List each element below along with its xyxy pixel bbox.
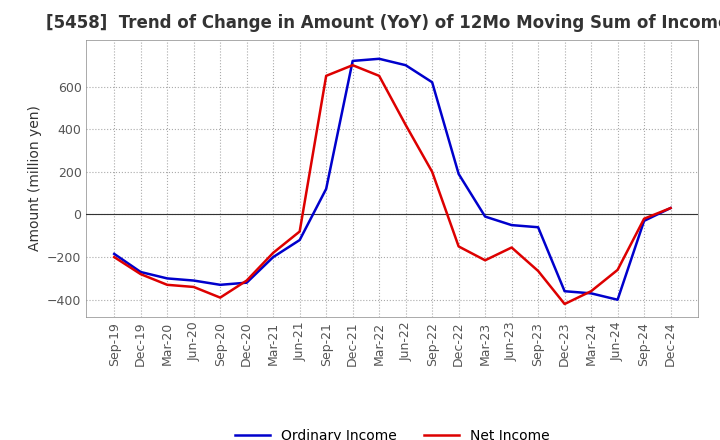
Ordinary Income bbox=[375, 56, 384, 62]
Net Income bbox=[189, 284, 198, 290]
Ordinary Income bbox=[640, 218, 649, 224]
Net Income bbox=[401, 122, 410, 128]
Y-axis label: Amount (million yen): Amount (million yen) bbox=[27, 105, 42, 251]
Net Income bbox=[428, 169, 436, 174]
Ordinary Income bbox=[295, 238, 304, 243]
Net Income bbox=[560, 301, 569, 307]
Net Income bbox=[136, 271, 145, 277]
Ordinary Income bbox=[163, 276, 171, 281]
Ordinary Income bbox=[428, 80, 436, 85]
Line: Ordinary Income: Ordinary Income bbox=[114, 59, 670, 300]
Net Income bbox=[243, 278, 251, 283]
Ordinary Income bbox=[508, 223, 516, 228]
Net Income bbox=[534, 268, 542, 274]
Ordinary Income bbox=[136, 269, 145, 275]
Line: Net Income: Net Income bbox=[114, 65, 670, 304]
Ordinary Income bbox=[348, 58, 357, 63]
Net Income bbox=[666, 205, 675, 211]
Legend: Ordinary Income, Net Income: Ordinary Income, Net Income bbox=[230, 423, 555, 440]
Net Income bbox=[481, 258, 490, 263]
Ordinary Income bbox=[216, 282, 225, 287]
Net Income bbox=[454, 244, 463, 249]
Ordinary Income bbox=[587, 291, 595, 296]
Ordinary Income bbox=[560, 289, 569, 294]
Ordinary Income bbox=[322, 186, 330, 191]
Ordinary Income bbox=[269, 254, 277, 260]
Ordinary Income bbox=[666, 205, 675, 211]
Net Income bbox=[375, 73, 384, 78]
Ordinary Income bbox=[243, 280, 251, 285]
Ordinary Income bbox=[481, 214, 490, 219]
Net Income bbox=[348, 62, 357, 68]
Net Income bbox=[110, 254, 119, 260]
Ordinary Income bbox=[401, 62, 410, 68]
Net Income bbox=[587, 289, 595, 294]
Ordinary Income bbox=[110, 251, 119, 257]
Net Income bbox=[216, 295, 225, 300]
Title: [5458]  Trend of Change in Amount (YoY) of 12Mo Moving Sum of Incomes: [5458] Trend of Change in Amount (YoY) o… bbox=[46, 15, 720, 33]
Net Income bbox=[269, 250, 277, 256]
Net Income bbox=[322, 73, 330, 78]
Net Income bbox=[295, 229, 304, 234]
Net Income bbox=[613, 267, 622, 272]
Ordinary Income bbox=[454, 171, 463, 176]
Net Income bbox=[163, 282, 171, 287]
Net Income bbox=[640, 216, 649, 221]
Ordinary Income bbox=[189, 278, 198, 283]
Ordinary Income bbox=[534, 224, 542, 230]
Net Income bbox=[508, 245, 516, 250]
Ordinary Income bbox=[613, 297, 622, 302]
